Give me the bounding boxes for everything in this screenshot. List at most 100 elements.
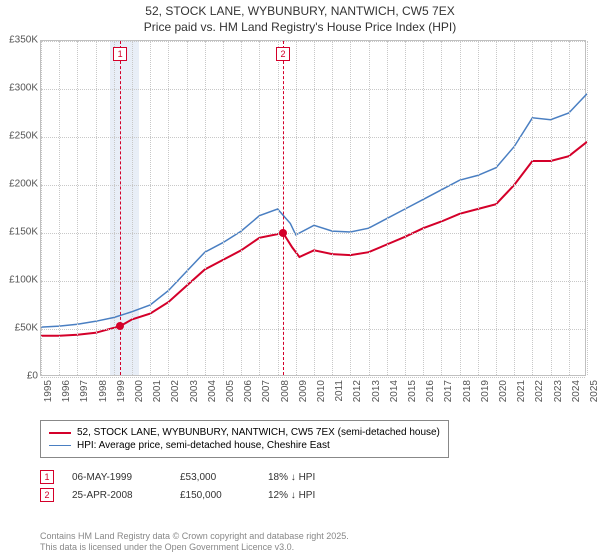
grid-line-v: [405, 41, 406, 375]
grid-line-v: [314, 41, 315, 375]
sale-pct-2: 12% ↓ HPI: [268, 490, 348, 501]
grid-line-v: [296, 41, 297, 375]
footer-attribution: Contains HM Land Registry data © Crown c…: [40, 531, 349, 554]
sale-marker-line: [283, 41, 284, 375]
grid-line-v: [132, 41, 133, 375]
grid-line-v: [569, 41, 570, 375]
grid-line-v: [77, 41, 78, 375]
y-tick-label: £50K: [15, 323, 38, 334]
x-tick-label: 2007: [261, 380, 272, 402]
x-tick-label: 2015: [407, 380, 418, 402]
grid-line-v: [278, 41, 279, 375]
x-tick-label: 2022: [534, 380, 545, 402]
x-tick-label: 2025: [589, 380, 600, 402]
legend-row-property: 52, STOCK LANE, WYBUNBURY, NANTWICH, CW5…: [49, 427, 440, 438]
grid-line-v: [496, 41, 497, 375]
grid-line-v: [150, 41, 151, 375]
legend-swatch-hpi: [49, 445, 71, 447]
chart-titles: 52, STOCK LANE, WYBUNBURY, NANTWICH, CW5…: [0, 0, 600, 35]
footer-line1: Contains HM Land Registry data © Crown c…: [40, 531, 349, 543]
legend-box: 52, STOCK LANE, WYBUNBURY, NANTWICH, CW5…: [40, 420, 449, 458]
grid-line-h: [41, 137, 585, 138]
grid-line-v: [441, 41, 442, 375]
x-tick-label: 2024: [571, 380, 582, 402]
y-tick-label: £200K: [9, 179, 38, 190]
sale-date-1: 06-MAY-1999: [72, 472, 162, 483]
x-tick-label: 2018: [462, 380, 473, 402]
x-tick-label: 2009: [298, 380, 309, 402]
grid-line-v: [478, 41, 479, 375]
grid-line-v: [514, 41, 515, 375]
x-tick-label: 2002: [170, 380, 181, 402]
sale-marker-2: 2: [40, 488, 54, 502]
x-tick-label: 1998: [98, 380, 109, 402]
grid-line-v: [168, 41, 169, 375]
x-tick-label: 2001: [152, 380, 163, 402]
grid-line-v: [350, 41, 351, 375]
title-address: 52, STOCK LANE, WYBUNBURY, NANTWICH, CW5…: [0, 4, 600, 20]
grid-line-h: [41, 185, 585, 186]
grid-line-v: [259, 41, 260, 375]
sale-price-2: £150,000: [180, 490, 250, 501]
x-tick-label: 2011: [334, 380, 345, 402]
x-tick-label: 2004: [207, 380, 218, 402]
y-tick-label: £0: [27, 371, 38, 382]
legend-label-hpi: HPI: Average price, semi-detached house,…: [77, 440, 330, 451]
grid-line-v: [387, 41, 388, 375]
x-tick-label: 2014: [389, 380, 400, 402]
x-tick-label: 2013: [371, 380, 382, 402]
grid-line-h: [41, 41, 585, 42]
grid-line-v: [587, 41, 588, 375]
legend-label-property: 52, STOCK LANE, WYBUNBURY, NANTWICH, CW5…: [77, 427, 440, 438]
grid-line-h: [41, 377, 585, 378]
sale-row-2: 2 25-APR-2008 £150,000 12% ↓ HPI: [40, 488, 348, 502]
x-tick-label: 2019: [480, 380, 491, 402]
sale-table: 1 06-MAY-1999 £53,000 18% ↓ HPI 2 25-APR…: [40, 466, 348, 506]
grid-line-v: [223, 41, 224, 375]
x-tick-label: 2010: [316, 380, 327, 402]
grid-line-v: [423, 41, 424, 375]
grid-line-v: [332, 41, 333, 375]
legend-row-hpi: HPI: Average price, semi-detached house,…: [49, 440, 440, 451]
x-tick-label: 2023: [553, 380, 564, 402]
chart-container: 52, STOCK LANE, WYBUNBURY, NANTWICH, CW5…: [0, 0, 600, 560]
x-tick-label: 2000: [134, 380, 145, 402]
x-tick-label: 2005: [225, 380, 236, 402]
x-tick-label: 2006: [243, 380, 254, 402]
grid-line-v: [369, 41, 370, 375]
x-tick-label: 1995: [43, 380, 54, 402]
grid-line-v: [114, 41, 115, 375]
grid-line-v: [205, 41, 206, 375]
y-tick-label: £250K: [9, 131, 38, 142]
sale-row-1: 1 06-MAY-1999 £53,000 18% ↓ HPI: [40, 470, 348, 484]
grid-line-h: [41, 89, 585, 90]
footer-line2: This data is licensed under the Open Gov…: [40, 542, 349, 554]
grid-line-v: [241, 41, 242, 375]
legend-swatch-property: [49, 432, 71, 434]
y-tick-label: £350K: [9, 35, 38, 46]
sale-marker-box: 2: [276, 47, 290, 61]
y-tick-label: £100K: [9, 275, 38, 286]
x-tick-label: 2021: [516, 380, 527, 402]
x-tick-label: 2016: [425, 380, 436, 402]
x-tick-label: 2020: [498, 380, 509, 402]
grid-line-v: [96, 41, 97, 375]
title-subtitle: Price paid vs. HM Land Registry's House …: [0, 20, 600, 36]
x-tick-label: 1999: [116, 380, 127, 402]
x-tick-label: 2012: [352, 380, 363, 402]
grid-line-v: [551, 41, 552, 375]
sale-marker-box: 1: [113, 47, 127, 61]
x-tick-label: 1997: [79, 380, 90, 402]
grid-line-h: [41, 233, 585, 234]
sale-point-dot: [116, 322, 124, 330]
grid-line-v: [460, 41, 461, 375]
sale-point-dot: [279, 229, 287, 237]
x-tick-label: 2008: [280, 380, 291, 402]
grid-line-h: [41, 281, 585, 282]
sale-pct-1: 18% ↓ HPI: [268, 472, 348, 483]
sale-date-2: 25-APR-2008: [72, 490, 162, 501]
y-tick-label: £150K: [9, 227, 38, 238]
grid-line-v: [532, 41, 533, 375]
sale-price-1: £53,000: [180, 472, 250, 483]
plot-area: 12: [40, 40, 586, 376]
